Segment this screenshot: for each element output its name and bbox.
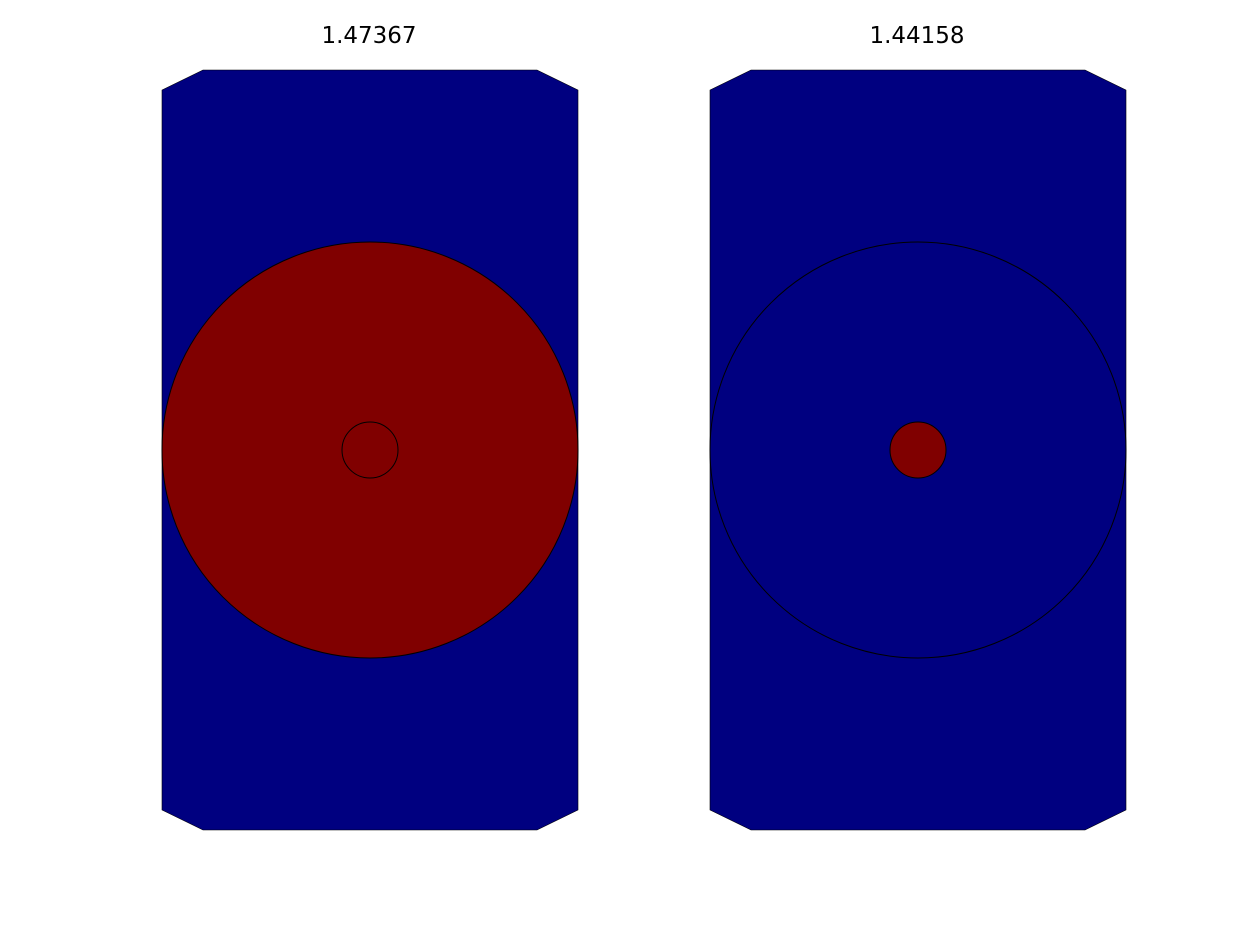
panel-right: 1.44158 (709, 23, 1127, 831)
panel-left-small-disk (341, 421, 399, 479)
panel-left: 1.47367 (161, 23, 579, 831)
panel-left-title: 1.47367 (321, 23, 416, 49)
panel-right-small-disk (889, 421, 947, 479)
panel-right-title: 1.44158 (869, 23, 964, 49)
